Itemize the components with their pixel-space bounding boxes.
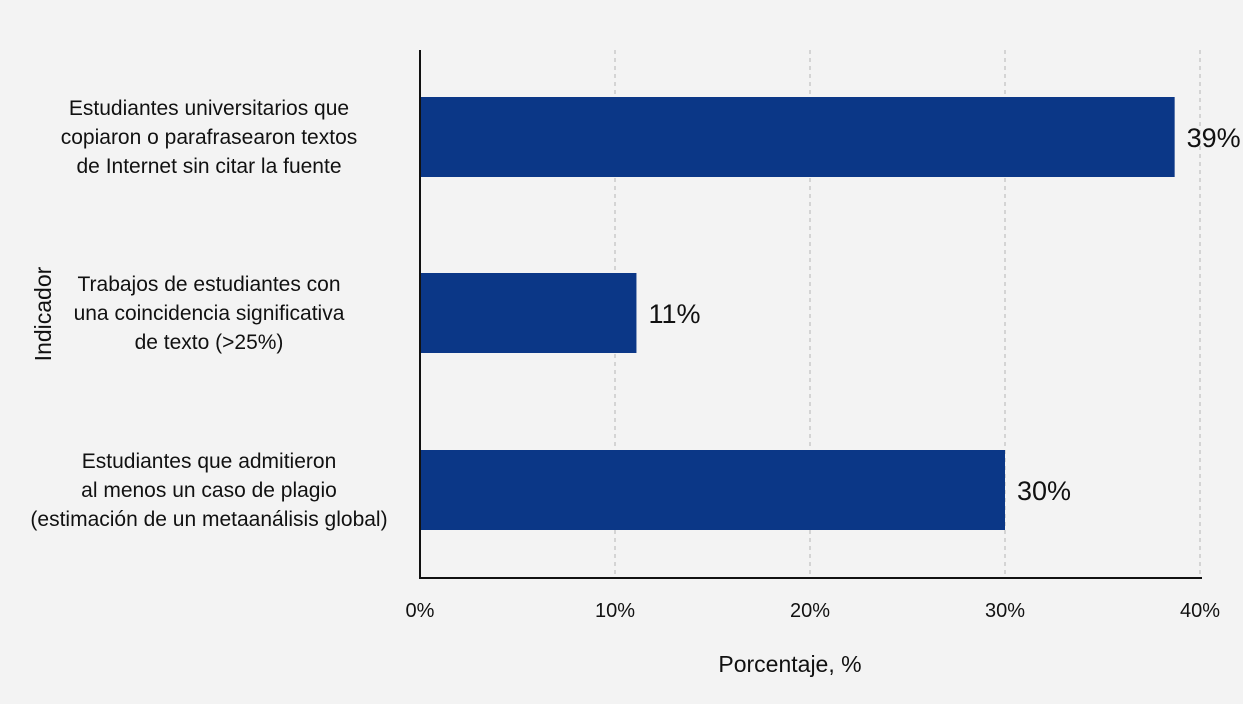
data-label-0: 39% bbox=[1187, 123, 1241, 153]
x-tick-label-2: 20% bbox=[790, 600, 830, 622]
category-label-1: Trabajos de estudiantes con una coinciden… bbox=[14, 270, 404, 357]
x-tick-label-1: 10% bbox=[595, 600, 635, 622]
y-axis-title: Indicador bbox=[30, 266, 56, 361]
bar-0 bbox=[420, 97, 1175, 177]
category-label-line: copiaron o parafrasearon textos bbox=[60, 125, 358, 149]
category-label-line: de texto (>25%) bbox=[134, 330, 284, 354]
x-tick-label-3: 30% bbox=[985, 600, 1025, 622]
category-label-line: Trabajos de estudiantes con bbox=[77, 272, 341, 296]
bar-2 bbox=[420, 450, 1005, 530]
category-label-line: al menos un caso de plagio bbox=[81, 478, 337, 502]
x-tick-label-4: 40% bbox=[1180, 600, 1220, 622]
bar-1 bbox=[420, 273, 637, 353]
category-label-line: (estimación de un metaanálisis global) bbox=[30, 507, 388, 531]
category-label-0: Estudiantes universitarios que copiaron o… bbox=[14, 94, 404, 181]
category-label-line: de Internet sin citar la fuente bbox=[76, 154, 342, 178]
x-tick-label-0: 0% bbox=[406, 600, 435, 622]
data-label-1: 11% bbox=[648, 299, 700, 329]
category-label-line: Estudiantes universitarios que bbox=[68, 96, 350, 120]
category-label-line: una coincidencia significativa bbox=[73, 301, 345, 325]
x-axis-title: Porcentaje, % bbox=[718, 651, 861, 677]
category-label-line: Estudiantes que admitieron bbox=[81, 449, 337, 473]
data-label-2: 30% bbox=[1017, 476, 1071, 506]
category-label-2: Estudiantes que admitieron al menos un ca… bbox=[14, 447, 404, 534]
